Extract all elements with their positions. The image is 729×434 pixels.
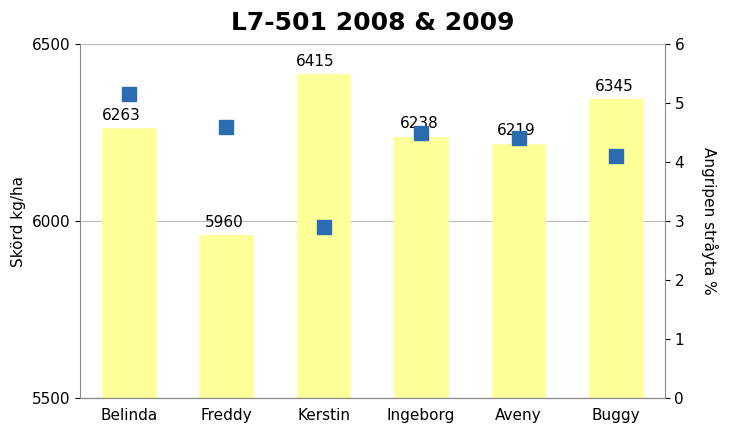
- Bar: [102, 128, 155, 434]
- Y-axis label: Skörd kg/ha: Skörd kg/ha: [11, 176, 26, 266]
- Text: 6345: 6345: [595, 79, 634, 94]
- Text: 6219: 6219: [497, 123, 536, 138]
- Text: 6238: 6238: [399, 116, 438, 132]
- Text: 6415: 6415: [297, 54, 335, 69]
- Text: 6263: 6263: [101, 108, 140, 123]
- Title: L7-501 2008 & 2009: L7-501 2008 & 2009: [230, 11, 514, 35]
- Y-axis label: Angripen stråyta %: Angripen stråyta %: [701, 147, 718, 295]
- Bar: [200, 235, 253, 434]
- Text: 5960: 5960: [205, 215, 243, 230]
- Bar: [492, 144, 545, 434]
- Bar: [297, 74, 351, 434]
- Bar: [589, 99, 643, 434]
- Bar: [394, 137, 448, 434]
